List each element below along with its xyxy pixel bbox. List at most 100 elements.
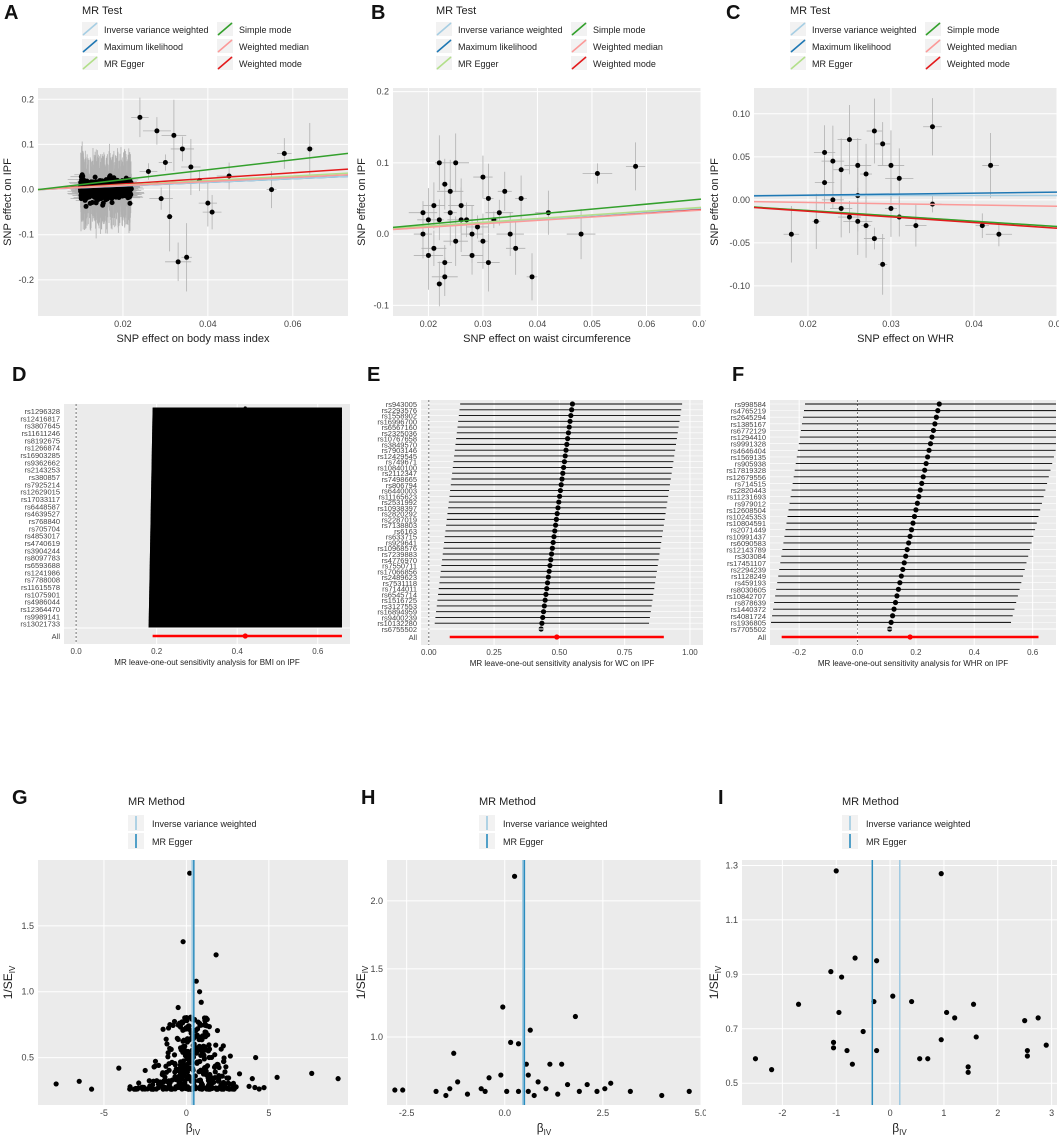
iv-point [160,1026,166,1032]
iv-point [830,1045,837,1051]
loo-point [539,620,545,626]
iv-point [525,1088,531,1094]
regression-line-egger [392,206,702,230]
snp-label: rs11611246 [21,429,60,438]
plot-background [387,860,701,1105]
iv-point [216,1064,222,1071]
iv-point [179,1075,186,1081]
legend-label-egger: MR Egger [812,59,853,69]
snp-point [896,175,902,181]
iv-point [227,1053,233,1059]
all-estimate-point [554,634,560,640]
x-tick-label: 0.05 [1048,319,1059,329]
snp-point [100,200,106,206]
snp-point [84,195,90,201]
iv-point [171,1018,178,1025]
loo-point [889,613,896,619]
legend-label-wmode: Weighted mode [593,59,656,69]
iv-point [202,1021,208,1027]
x-tick-label: 2.5 [597,1108,610,1118]
legend-label-ml: Maximum likelihood [812,42,891,52]
snp-label: rs3127553 [382,602,417,611]
iv-point [917,1056,923,1062]
snp-label: rs16903285 [20,451,60,460]
iv-point [443,1092,449,1099]
iv-point [860,1028,866,1035]
snp-point [888,205,894,211]
iv-point [198,1047,205,1054]
regression-line-wmedian [37,174,349,191]
snp-point [184,254,190,260]
iv-point [165,1079,171,1085]
y-tick-label: 0.5 [725,1078,738,1088]
snp-point [453,160,459,166]
loo-point [540,614,546,621]
iv-point [53,1081,59,1087]
iv-point [173,1066,179,1072]
loo-point [243,512,247,517]
snp-label: rs979012 [735,499,766,508]
snp-point [420,210,426,216]
snp-point [888,162,894,168]
snp-point [979,223,985,229]
snp-label: rs7788008 [25,576,60,585]
loo-point [547,562,553,569]
y-tick-label: -0.1 [373,300,389,310]
x-axis-title: SNP effect on body mass index [116,333,270,345]
loo-point [892,599,899,606]
iv-point [203,1029,209,1035]
iv-point [511,873,518,879]
y-tick-label: 1.5 [370,964,383,974]
x-axis-title: βIV [537,1121,552,1135]
loo-point [543,591,549,597]
iv-point [216,1073,222,1079]
panel-h: H MR Method Inverse variance weighted MR E… [353,785,707,1137]
x-tick-label: -2 [778,1108,786,1118]
x-tick-label: 5.0 [695,1108,706,1118]
iv-point [944,1009,950,1016]
iv-point [201,1056,207,1062]
iv-point [576,1088,582,1094]
iv-point [194,1032,200,1038]
regression-line-ml [753,191,1058,197]
snp-point [929,124,935,130]
x-tick-label: 0.4 [232,647,244,656]
snp-label: rs749671 [386,458,417,467]
iv-point [206,1078,212,1084]
iv-point [180,939,186,945]
iv-point [203,1015,209,1021]
snp-label: rs6090583 [731,539,766,548]
iv-point [229,1086,235,1092]
snp-label: rs7239883 [382,550,417,559]
snp-label: rs8030605 [731,585,766,594]
snp-label: rs1241986 [25,568,60,577]
snp-point [78,191,84,197]
x-axis-title: MR leave-one-out sensitivity analysis fo… [818,659,1008,668]
snp-point [830,197,836,203]
snp-label: rs7903146 [382,446,417,455]
iv-point [309,1070,315,1076]
snp-point [838,205,844,211]
loo-point [926,447,932,453]
legend-key-line [217,39,233,53]
snp-label: rs10804591 [726,519,766,528]
iv-point [178,1021,184,1027]
legend-label-wmedian: Weighted median [239,42,309,52]
iv-point [508,1039,514,1045]
snp-point [122,193,128,199]
legend-label-funnel_ivw: Inverse variance weighted [152,819,257,829]
iv-point [222,1085,229,1091]
iv-point [965,1069,971,1075]
panel-f: F -0.2 0.0 0.2 0.4 0.6 rs998584 rs4765219 rs264… [706,362,1059,680]
snp-label: rs10767658 [377,435,417,444]
iv-point [486,1075,492,1081]
iv-point [223,1064,229,1070]
loo-point [901,560,907,566]
x-tick-label: -2.5 [399,1108,415,1118]
snp-label: rs1558902 [382,412,417,421]
snp-point [436,281,442,287]
snp-label: rs380857 [29,473,60,482]
y-tick-label: 0.0 [376,229,389,239]
iv-point [201,1052,207,1058]
snp-label: rs3849570 [382,440,417,449]
